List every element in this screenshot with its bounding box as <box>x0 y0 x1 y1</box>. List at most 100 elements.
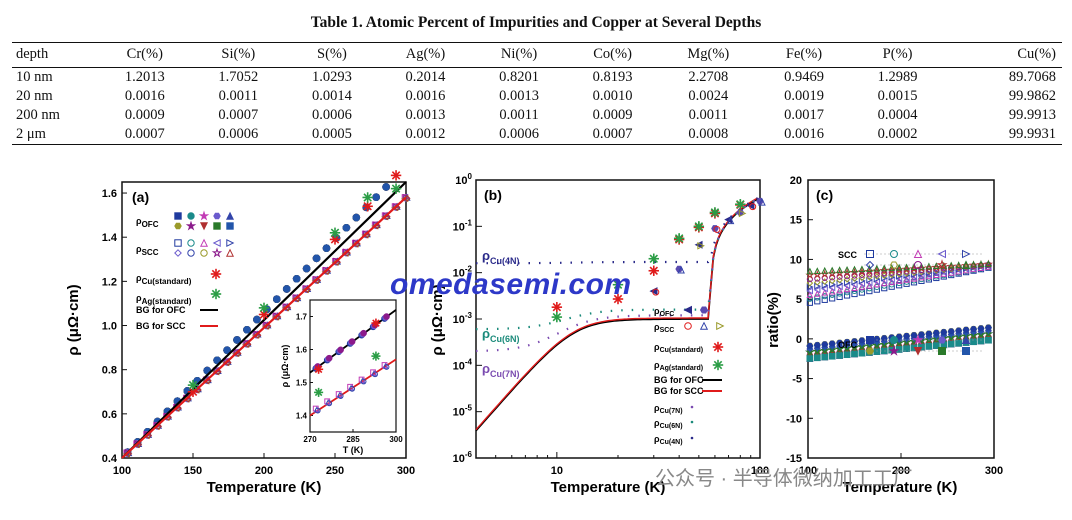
scc-ratio-marker <box>814 294 821 301</box>
ofc-ratio-marker <box>970 338 977 346</box>
legend-dot <box>690 436 694 440</box>
table-cell: 0.0006 <box>311 107 352 123</box>
inset-ag-std <box>371 351 381 361</box>
column-header: Fe(%) <box>757 42 851 68</box>
scc-ratio-marker <box>918 262 925 270</box>
scc-ratio-marker <box>828 284 836 292</box>
panel-c-legend: SCC OFC <box>838 249 982 356</box>
ofc-ratio-marker <box>918 331 925 338</box>
table-cell: 1.0293 <box>311 69 352 85</box>
table-body: 10 nm 1.2013 1.7052 1.0293 0.2014 0.8201 0.819… <box>12 68 1062 145</box>
column-header: Cu(%) <box>944 42 1062 68</box>
legend-marker <box>200 249 208 257</box>
legend-marker <box>226 222 234 230</box>
figure-panels: 100 150 200 250 300 0.40.60.81.01.21.41.6 (a… <box>65 170 1003 496</box>
table-cell: 0.0007 <box>565 125 660 145</box>
legend-marker <box>890 250 898 258</box>
panel-c-x-ticks: 100 200 300 <box>799 453 1003 477</box>
legend-marker <box>912 334 924 345</box>
ofc-ratio-marker <box>985 324 992 331</box>
legend-symbol: ρ <box>654 403 660 413</box>
y-tick-label: -15 <box>786 453 802 465</box>
x-tick-label: 100 <box>751 465 769 477</box>
scc-ratio-marker <box>865 265 873 272</box>
ag-standard-marker-stroke <box>649 254 659 263</box>
scc-ratio-marker <box>896 272 903 280</box>
tick-base: 10 <box>453 221 465 233</box>
ag-standard-marker-stroke <box>710 208 720 217</box>
table-cell: 0.0004 <box>877 107 918 123</box>
legend-marker <box>212 238 221 248</box>
legend-symbol: ρ <box>654 322 660 332</box>
legend-marker <box>865 347 875 355</box>
scc-ratio-marker <box>873 264 881 272</box>
legend-marker <box>866 250 874 258</box>
tick-base: 10 <box>453 268 465 280</box>
tick-base: 10 <box>453 314 465 326</box>
legend-symbol: ρ <box>136 216 142 226</box>
table-cell: 0.0010 <box>592 88 633 104</box>
legend-symbol: ρ <box>654 342 660 352</box>
ofc-ratio-marker <box>947 328 955 335</box>
legend-marker <box>962 347 970 355</box>
ofc-ratio-marker <box>873 336 881 342</box>
legend-subscript: Cu(standard) <box>660 347 704 354</box>
table-cell: 0.0008 <box>659 125 758 145</box>
legend-subscript: Cu(standard) <box>142 277 192 286</box>
tick-exponent: -4 <box>465 357 473 366</box>
inset-cu-std-stroke <box>372 319 380 327</box>
inset-cu-std <box>371 318 381 328</box>
ag-standard-marker <box>612 279 624 290</box>
inset-scc-marker <box>337 393 344 399</box>
legend-marker <box>937 249 946 259</box>
ofc-marker <box>372 193 380 201</box>
standard-marker-stroke <box>363 202 372 211</box>
inset-content: 270 285 300 1.4 1.5 1.6 1.7 <box>296 309 403 444</box>
y-tick-label: 1.0 <box>102 321 117 333</box>
legend-marker <box>226 238 235 248</box>
legend-dot <box>690 420 694 424</box>
ofc-ratio-marker <box>814 354 821 362</box>
legend-symbol: ρ <box>654 306 660 316</box>
curve-annotation: ρCu(7N) <box>482 361 520 379</box>
legend-label: ρAg(standard) <box>654 360 703 372</box>
table-cell: 89.7068 <box>1008 69 1056 85</box>
standard-marker <box>258 302 270 314</box>
scc-ratio-marker <box>821 293 828 300</box>
ofc-ratio-marker <box>813 342 821 348</box>
legend-subscript: Cu(4N) <box>660 439 683 446</box>
standard-marker <box>187 379 199 391</box>
standard-marker-stroke <box>188 380 198 390</box>
scc-ratio-marker <box>813 289 821 297</box>
ofc-ratio-marker <box>821 353 829 361</box>
ofc-ratio-marker <box>828 340 836 347</box>
table-cell: 0.0016 <box>757 125 851 145</box>
legend-marker <box>699 306 709 314</box>
standard-marker-stroke <box>330 235 340 244</box>
scc-ratio-marker <box>918 277 925 284</box>
column-header: Si(%) <box>191 42 286 68</box>
legend-marker <box>961 260 971 269</box>
panel-c-frame <box>807 179 995 459</box>
legend-label: ρAg(standard) <box>136 293 192 306</box>
panel-c-curves <box>805 259 994 362</box>
y-tick-label: 1.2 <box>102 276 117 288</box>
scc-ratio-marker <box>880 264 888 272</box>
legend-marker <box>716 321 725 331</box>
table-cell: 99.9913 <box>1008 107 1056 123</box>
scc-ratio-marker <box>835 283 843 291</box>
ag-standard-marker <box>673 233 685 244</box>
scc-ratio-marker <box>843 285 851 293</box>
column-header: Cr(%) <box>98 42 192 68</box>
ofc-ratio-marker <box>836 352 843 359</box>
ag-standard-marker <box>709 207 721 218</box>
standard-marker-stroke <box>391 184 401 193</box>
legend-marker <box>890 336 898 344</box>
scc-ratio-marker <box>821 288 829 296</box>
y-tick-label: 10 <box>790 254 802 266</box>
table-cell: 0.0014 <box>311 88 352 104</box>
ofc-ratio-marker <box>940 329 948 336</box>
scc-ratio-marker <box>828 277 836 285</box>
legend-label: BG for SCC <box>654 386 704 396</box>
